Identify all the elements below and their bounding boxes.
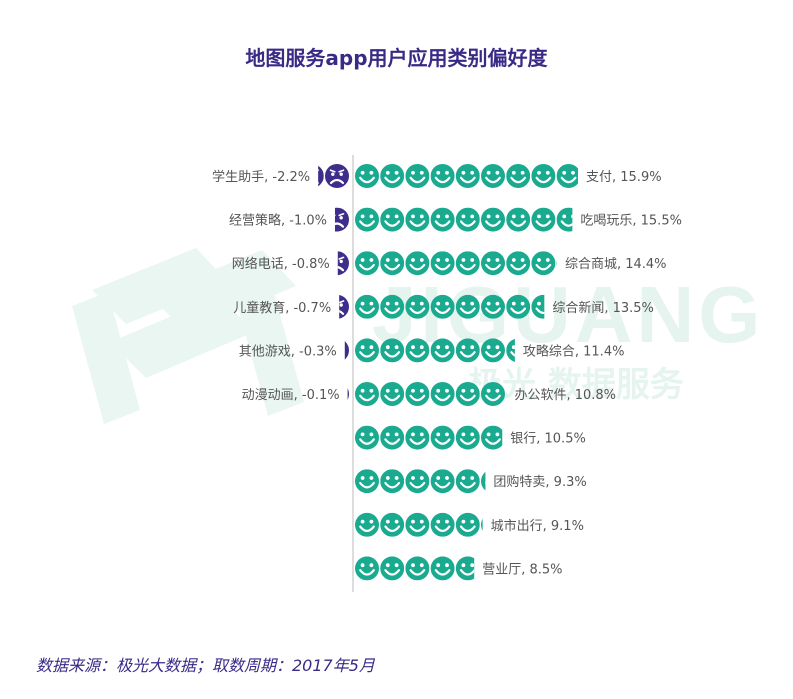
smiley-face-icon xyxy=(380,556,405,581)
smiley-face-icon xyxy=(405,207,430,232)
positive-bar xyxy=(355,425,503,450)
smiley-face-icon xyxy=(355,251,379,276)
smiley-face-icon xyxy=(455,294,480,319)
data-source-note: 数据来源：极光大数据；取数周期：2017年5月 xyxy=(36,656,375,675)
smiley-face-icon xyxy=(455,251,480,276)
smiley-face-icon xyxy=(405,294,430,319)
smiley-face-icon xyxy=(506,294,531,319)
smiley-face-icon xyxy=(355,512,379,537)
smiley-face-icon xyxy=(355,425,379,450)
smiley-face-icon xyxy=(405,338,430,363)
negative-bar xyxy=(334,207,349,232)
smiley-face-icon xyxy=(430,207,455,232)
smiley-face-icon xyxy=(481,425,503,450)
negative-bar-label: 儿童教育, -0.7% xyxy=(233,300,331,316)
negative-bar-label: 其他游戏, -0.3% xyxy=(239,344,337,359)
smiley-face-icon xyxy=(455,512,480,537)
frowning-face-icon xyxy=(325,164,349,188)
positive-bar-label: 综合商城, 14.4% xyxy=(565,257,667,272)
chart-marks: 支付, 15.9% 吃喝玩乐, 15.5% 综合商城, 14.4% 综合新闻, 13.… xyxy=(212,164,682,581)
smiley-face-icon xyxy=(481,338,505,363)
smiley-face-icon xyxy=(405,425,430,450)
positive-bar xyxy=(355,469,486,494)
positive-bar-label: 办公软件, 10.8% xyxy=(514,388,616,403)
positive-bar-label: 银行, 10.5% xyxy=(510,432,586,447)
smiley-face-icon xyxy=(455,469,480,494)
smiley-face-icon xyxy=(556,164,578,188)
positive-bar-label: 团购特卖, 9.3% xyxy=(493,474,586,490)
smiley-face-icon xyxy=(355,556,379,581)
smiley-face-icon xyxy=(506,207,531,232)
chart-title: 地图服务app用户应用类别偏好度 xyxy=(245,46,548,70)
smiley-face-icon xyxy=(506,164,531,188)
smiley-face-icon xyxy=(355,294,379,319)
smiley-face-icon xyxy=(380,469,405,494)
positive-bar-label: 综合新闻, 13.5% xyxy=(552,300,654,316)
smiley-face-icon xyxy=(531,207,556,232)
positive-bar-label: 营业厅, 8.5% xyxy=(482,562,562,577)
smiley-face-icon xyxy=(481,382,505,406)
smiley-face-icon xyxy=(430,164,455,188)
smiley-face-icon xyxy=(380,294,405,319)
watermark: JIGUANG 极光 数据服务 xyxy=(72,248,761,424)
positive-bar xyxy=(355,164,578,188)
smiley-face-icon xyxy=(455,164,480,188)
smiley-face-icon xyxy=(355,469,379,494)
positive-bar-label: 吃喝玩乐, 15.5% xyxy=(580,213,682,229)
smiley-face-icon xyxy=(430,294,455,319)
positive-bar xyxy=(355,251,557,276)
negative-bar-label: 网络电话, -0.8% xyxy=(232,256,330,272)
smiley-face-icon xyxy=(556,207,573,232)
smiley-face-icon xyxy=(380,382,405,406)
positive-bar-label: 攻略综合, 11.4% xyxy=(523,343,625,359)
positive-bar xyxy=(355,207,573,232)
smiley-face-icon xyxy=(405,512,430,537)
smiley-face-icon xyxy=(531,164,556,188)
smiley-face-icon xyxy=(481,164,505,188)
smiley-face-icon xyxy=(430,556,455,581)
smiley-face-icon xyxy=(455,556,475,581)
smiley-face-icon xyxy=(405,382,430,406)
smiley-face-icon xyxy=(355,382,379,406)
smiley-face-icon xyxy=(430,382,455,406)
smiley-face-icon xyxy=(430,425,455,450)
positive-bar xyxy=(355,556,475,581)
smiley-face-icon xyxy=(455,207,480,232)
smiley-face-icon xyxy=(455,338,480,363)
negative-bar-label: 学生助手, -2.2% xyxy=(212,169,310,185)
smiley-face-icon xyxy=(405,469,430,494)
smiley-face-icon xyxy=(430,469,455,494)
smiley-face-icon xyxy=(405,251,430,276)
smiley-face-icon xyxy=(531,251,556,276)
smiley-face-icon xyxy=(481,294,505,319)
smiley-face-icon xyxy=(380,338,405,363)
frowning-face-icon xyxy=(334,207,349,232)
negative-bar-label: 动漫动画, -0.1% xyxy=(242,388,340,403)
positive-bar xyxy=(355,512,483,537)
negative-bar-label: 经营策略, -1.0% xyxy=(229,213,327,229)
smiley-face-icon xyxy=(481,251,505,276)
smiley-face-icon xyxy=(380,251,405,276)
positive-bar-label: 支付, 15.9% xyxy=(586,170,662,185)
smiley-face-icon xyxy=(380,425,405,450)
positive-bar-label: 城市出行, 9.1% xyxy=(491,518,584,534)
smiley-face-icon xyxy=(430,512,455,537)
smiley-face-icon xyxy=(380,164,405,188)
smiley-face-icon xyxy=(430,251,455,276)
smiley-face-icon xyxy=(355,207,379,232)
smiley-face-icon xyxy=(455,382,480,406)
smiley-face-icon xyxy=(430,338,455,363)
smiley-face-icon xyxy=(380,512,405,537)
smiley-face-icon xyxy=(355,164,379,188)
smiley-face-icon xyxy=(405,164,430,188)
watermark-logo-icon xyxy=(72,248,304,424)
smiley-face-icon xyxy=(405,556,430,581)
smiley-face-icon xyxy=(355,338,379,363)
smiley-face-icon xyxy=(506,251,531,276)
smiley-face-icon xyxy=(481,207,505,232)
smiley-face-icon xyxy=(455,425,480,450)
smiley-face-icon xyxy=(380,207,405,232)
